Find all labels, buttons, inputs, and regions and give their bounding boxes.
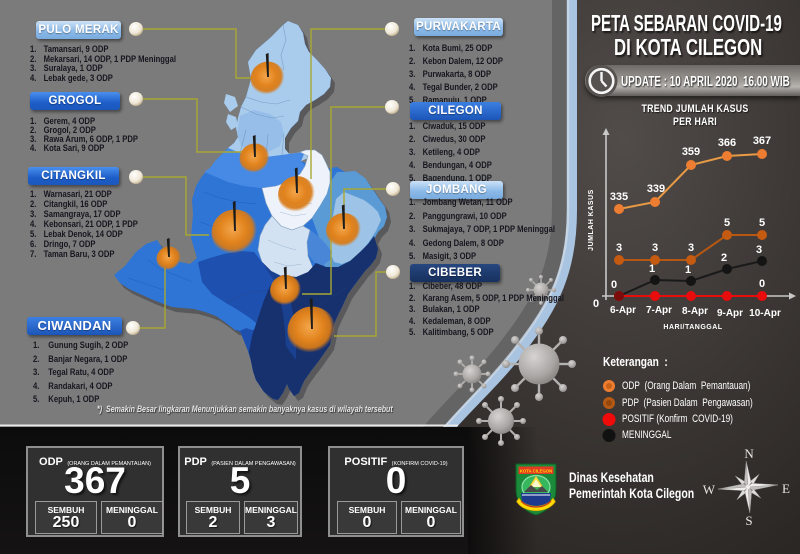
svg-text:3: 3	[616, 242, 622, 254]
svg-text:8-Apr: 8-Apr	[682, 306, 708, 317]
svg-text:3: 3	[688, 242, 694, 254]
svg-text:10-Apr: 10-Apr	[749, 308, 781, 319]
svg-text:1: 1	[649, 263, 655, 275]
svg-text:9-Apr: 9-Apr	[717, 308, 743, 319]
svg-text:6-Apr: 6-Apr	[610, 305, 636, 316]
svg-text:2: 2	[721, 252, 727, 264]
svg-text:5: 5	[724, 217, 730, 229]
svg-text:S: S	[745, 513, 752, 528]
svg-text:0: 0	[611, 279, 617, 291]
svg-text:W: W	[703, 482, 716, 497]
svg-text:7-Apr: 7-Apr	[646, 305, 672, 316]
svg-text:1: 1	[685, 264, 691, 276]
svg-text:HARI/TANGGAL: HARI/TANGGAL	[663, 324, 722, 331]
svg-text:367: 367	[753, 135, 771, 147]
svg-text:359: 359	[682, 146, 700, 158]
svg-text:JUMLAH KASUS: JUMLAH KASUS	[588, 189, 595, 251]
svg-text:339: 339	[647, 183, 665, 195]
svg-text:3: 3	[652, 242, 658, 254]
svg-text:KOTA CILEGON: KOTA CILEGON	[520, 468, 552, 473]
svg-text:366: 366	[718, 137, 736, 149]
svg-text:E: E	[782, 481, 790, 496]
svg-text:0: 0	[593, 298, 599, 310]
svg-text:335: 335	[610, 191, 628, 203]
svg-text:N: N	[744, 446, 754, 461]
svg-text:3: 3	[756, 244, 762, 256]
svg-text:5: 5	[759, 217, 765, 229]
svg-text:0: 0	[759, 278, 765, 290]
